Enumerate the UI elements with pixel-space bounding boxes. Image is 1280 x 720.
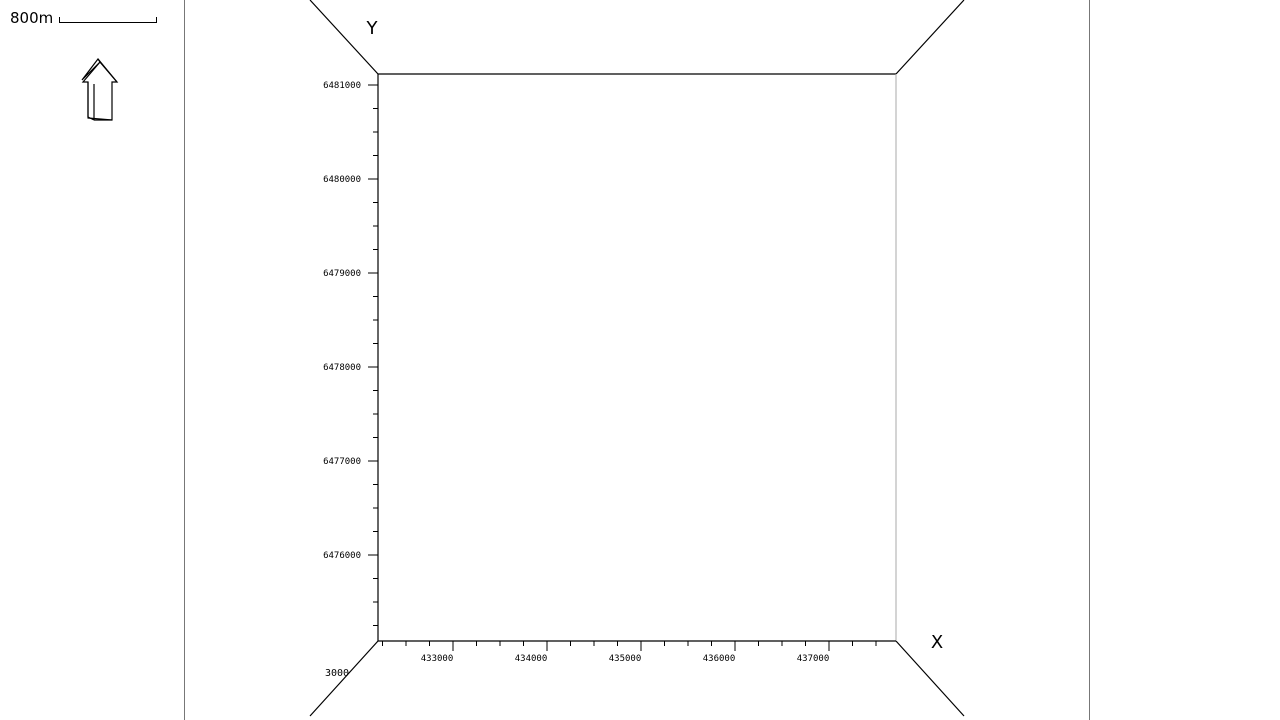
y-axis-title: Y — [366, 18, 379, 39]
north-arrow-icon[interactable] — [81, 58, 119, 121]
y-axis: 6481000 6480000 6479000 6478000 6477000 … — [323, 81, 378, 561]
x-tick-label: 436000 — [703, 654, 736, 664]
box-perspective-edges — [309, 0, 965, 717]
x-axis: 433000 434000 435000 436000 437000 — [421, 641, 830, 664]
x-tick-label: 434000 — [515, 654, 548, 664]
scale-bar-label: 800m — [10, 9, 54, 27]
y-tick-label: 6477000 — [323, 457, 361, 467]
box-front-face — [377, 73, 897, 642]
z-tick-label: 3000 — [325, 668, 349, 679]
x-tick-label: 435000 — [609, 654, 642, 664]
y-tick-label: 6476000 — [323, 551, 361, 561]
y-tick-label: 6478000 — [323, 363, 361, 373]
y-tick-label: 6481000 — [323, 81, 361, 91]
x-axis-title: X — [931, 632, 943, 653]
y-axis-minor-ticks — [373, 84, 378, 626]
right-panel-divider — [1089, 0, 1090, 720]
y-tick-label: 6480000 — [323, 175, 361, 185]
scale-bar — [59, 17, 157, 23]
x-tick-label: 437000 — [797, 654, 830, 664]
y-tick-label: 6479000 — [323, 269, 361, 279]
x-tick-label: 433000 — [421, 654, 454, 664]
x-axis-minor-ticks — [382, 641, 877, 646]
left-panel-divider — [184, 0, 185, 720]
